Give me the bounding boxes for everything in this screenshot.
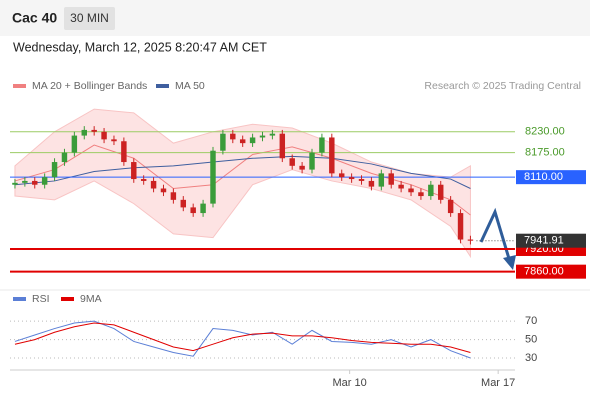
- symbol: Cac 40: [12, 10, 57, 26]
- candle-body: [239, 139, 246, 144]
- candle-body: [101, 131, 107, 140]
- candle-body: [140, 179, 147, 181]
- y-tick-label: 50: [525, 334, 537, 346]
- level-label-box: [516, 170, 586, 185]
- candle-body: [121, 141, 127, 163]
- forecast-arrowhead: [503, 255, 516, 270]
- candle-body: [457, 213, 464, 240]
- level-label: 8110.00: [524, 171, 563, 183]
- x-tick-label: Mar 17: [481, 377, 515, 389]
- candle-body: [91, 129, 97, 132]
- y-tick-label: 70: [525, 315, 537, 327]
- y-tick-label: 30: [525, 352, 537, 364]
- candle-body: [438, 184, 444, 200]
- legend-swatch: [61, 297, 74, 301]
- candle-body: [32, 180, 38, 185]
- candle-body: [428, 184, 434, 197]
- candle-body: [230, 133, 236, 140]
- last-price-label: 7941.91: [524, 235, 564, 247]
- bollinger-band: [14, 108, 471, 259]
- interval[interactable]: 30 MIN: [70, 11, 109, 25]
- moving-average-line: [14, 155, 471, 189]
- credit: Research © 2025 Trading Central: [424, 80, 581, 92]
- timestamp: Wednesday, March 12, 2025 8:20:47 AM CET: [13, 40, 267, 54]
- legend-swatch: [13, 84, 26, 88]
- candle-body: [319, 137, 325, 153]
- candle-body: [111, 139, 117, 142]
- candle-body: [299, 165, 305, 170]
- indicator-line: [14, 320, 471, 359]
- candle-body: [160, 188, 167, 193]
- candle-body: [269, 133, 276, 136]
- x-tick-label: Mar 10: [333, 377, 367, 389]
- candle-body: [259, 135, 266, 138]
- candle-body: [200, 203, 206, 214]
- candle-body: [279, 133, 286, 159]
- candle-body: [388, 173, 394, 185]
- legend-label: RSI: [32, 293, 50, 305]
- candle-body: [220, 133, 226, 151]
- candle-body: [418, 192, 424, 197]
- candle-body: [61, 152, 68, 163]
- candle-body: [408, 188, 414, 193]
- forecast-arrow: [479, 207, 512, 263]
- candle-body: [378, 173, 385, 187]
- candle-body: [71, 135, 78, 153]
- interval-button[interactable]: [64, 7, 115, 30]
- candle-body: [249, 137, 256, 144]
- candle-body: [447, 199, 454, 214]
- candle-body: [338, 173, 345, 178]
- candle-body: [12, 182, 18, 185]
- level-label: 7860.00: [524, 266, 564, 278]
- candle-body: [22, 180, 28, 183]
- legend-label: MA 50: [175, 80, 205, 92]
- candle-body: [358, 179, 365, 181]
- candle-body: [190, 207, 196, 214]
- candle-body: [150, 180, 157, 189]
- candle-body: [289, 158, 295, 166]
- candle-body: [131, 162, 137, 180]
- legend-swatch: [13, 297, 26, 301]
- indicator-line: [14, 322, 471, 353]
- level-label-box: [516, 264, 586, 279]
- level-label: 8175.00: [525, 146, 565, 158]
- candle-body: [348, 177, 355, 180]
- candle-body: [41, 177, 48, 185]
- last-price-box: [516, 233, 586, 248]
- candle-body: [180, 199, 187, 208]
- candle-body: [210, 150, 216, 204]
- candle-body: [81, 129, 87, 136]
- candle-body: [51, 162, 58, 178]
- level-label: 8230.00: [525, 126, 565, 138]
- legend-swatch: [156, 84, 169, 88]
- candle-body: [329, 137, 335, 174]
- legend-label: MA 20 + Bollinger Bands: [32, 80, 147, 92]
- candle-body: [398, 184, 404, 189]
- candle-body: [467, 239, 474, 241]
- candle-body: [368, 180, 375, 187]
- legend-label: 9MA: [80, 293, 102, 305]
- candle-body: [309, 152, 315, 170]
- candle-body: [170, 192, 177, 200]
